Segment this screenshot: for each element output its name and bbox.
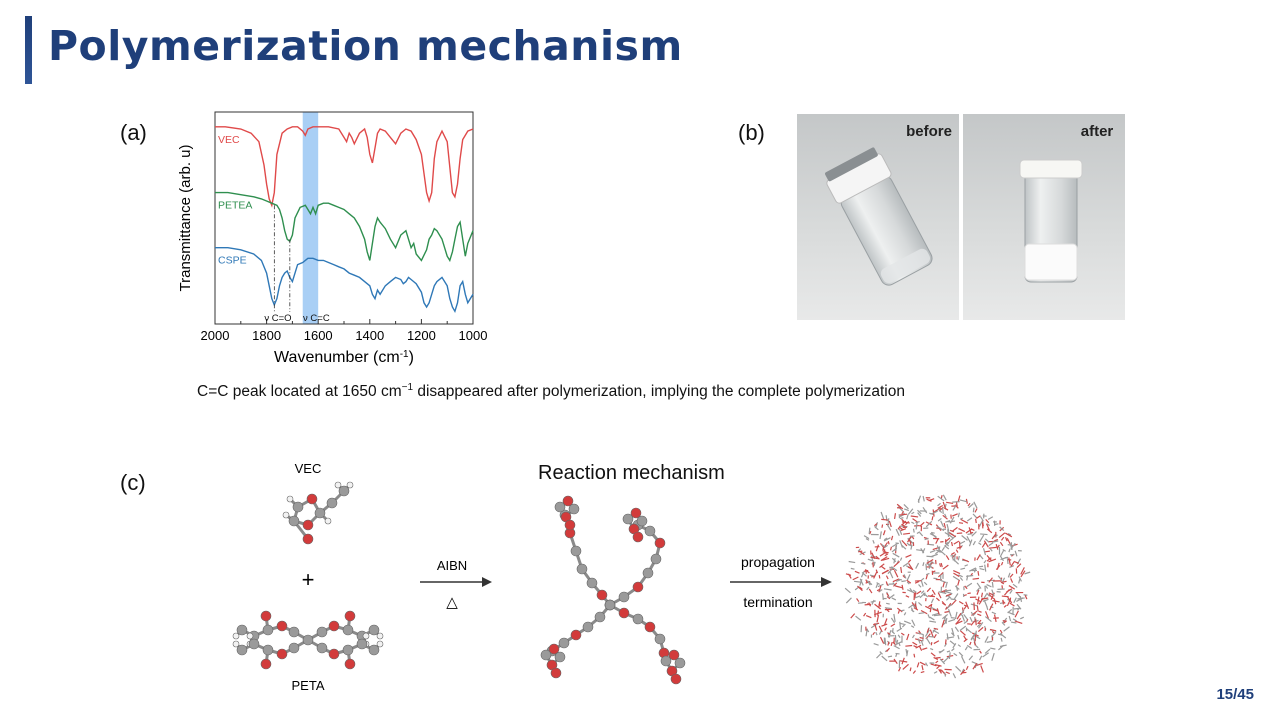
peta-label: PETA <box>292 678 325 693</box>
plus-sign: + <box>302 567 315 592</box>
photo-before <box>797 114 959 320</box>
series-label-cspe: CSPE <box>218 255 247 267</box>
cc-highlight-band <box>302 112 319 324</box>
peta-molecule <box>232 610 384 670</box>
series-line-petea <box>215 191 474 263</box>
heat-symbol: △ <box>446 594 458 611</box>
annotation-c-o: ν C=O <box>264 313 291 324</box>
reaction-scheme: VEC + PETA AIBN △ propagation terminatio… <box>232 461 1031 693</box>
termination-label: termination <box>743 594 812 610</box>
ftir-chart: 2000 1800 1600 1400 1200 1000 VEC PETEA CSPE ν C… <box>177 111 488 367</box>
title-accent-bar <box>25 16 32 84</box>
series-label-petea: PETEA <box>218 200 252 212</box>
x-tick-label: 1800 <box>252 328 281 343</box>
series-line-cspe <box>215 247 474 314</box>
vec-label: VEC <box>295 461 322 476</box>
ftir-caption: C=C peak located at 1650 cm−1 disappeare… <box>197 382 905 401</box>
x-tick-label: 1400 <box>355 328 384 343</box>
caption-text-post: disappeared after polymerization, implyi… <box>413 383 905 401</box>
vial-photos: before after <box>797 114 1125 320</box>
panel-label-c: (c) <box>120 470 146 495</box>
caption-text-sup: −1 <box>401 382 414 393</box>
x-tick-label: 1600 <box>304 328 333 343</box>
reaction-mechanism-title: Reaction mechanism <box>538 462 725 484</box>
page-title: Polymerization mechanism <box>48 22 683 70</box>
series-line-vec <box>215 126 474 208</box>
x-tick-label: 1200 <box>407 328 436 343</box>
chart-x-axis-label: Wavenumber (cm-1) <box>274 349 414 367</box>
before-label: before <box>906 123 952 140</box>
photo-after <box>963 114 1125 320</box>
x-tick-label: 2000 <box>201 328 230 343</box>
series-label-vec: VEC <box>218 134 240 146</box>
panel-label-a: (a) <box>120 120 147 145</box>
polymer-network <box>844 494 1031 679</box>
vec-molecule <box>282 481 354 545</box>
chart-plot-frame <box>214 111 474 325</box>
aibn-label: AIBN <box>437 558 467 573</box>
arrow-2-head <box>821 577 832 587</box>
page-number: 15/45 <box>1216 686 1254 703</box>
panel-label-b: (b) <box>738 120 765 145</box>
caption-text-pre: C=C peak located at 1650 cm <box>197 383 402 401</box>
after-label: after <box>1081 123 1114 140</box>
propagation-label: propagation <box>741 554 815 570</box>
x-tick-label: 1000 <box>459 328 488 343</box>
annotation-c-c: ν C=C <box>303 313 330 324</box>
chart-y-axis-label: Transmittance (arb. u) <box>177 145 194 292</box>
product-molecule <box>540 495 686 685</box>
arrow-1-head <box>482 577 492 587</box>
